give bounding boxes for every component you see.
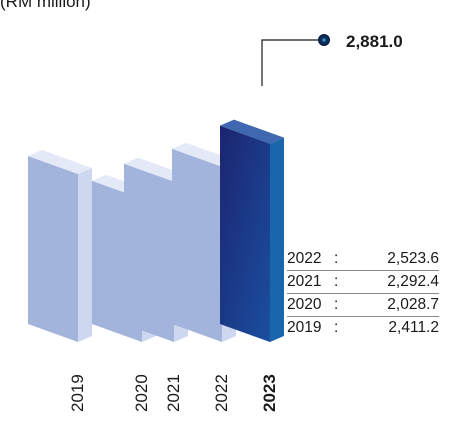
- bar-2019: [28, 150, 92, 342]
- value-table-row: 2022 : 2,523.6: [287, 248, 439, 271]
- value-table-separator: :: [334, 296, 339, 313]
- x-tick-label: 2020: [132, 374, 151, 412]
- bar-2023: [220, 119, 284, 343]
- value-table-value: 2,028.7: [387, 296, 439, 313]
- value-table-year: 2022: [287, 250, 322, 267]
- value-table: 2022 : 2,523.6 2021 : 2,292.4 2020 : 2,0…: [287, 248, 439, 339]
- callout-line: [261, 39, 322, 86]
- x-tick-label: 2019: [68, 374, 87, 412]
- x-tick-label: 2022: [212, 374, 231, 412]
- value-table-value: 2,523.6: [387, 250, 439, 267]
- bar-top: [28, 150, 92, 174]
- bar-side: [270, 137, 284, 342]
- value-table-separator: :: [334, 273, 339, 290]
- bar-side: [78, 168, 92, 342]
- value-table-year: 2020: [287, 296, 322, 313]
- bar-top: [220, 119, 284, 144]
- x-tick-label: 2021: [164, 374, 183, 412]
- unit-label: (RM million): [0, 0, 91, 11]
- value-table-row: 2020 : 2,028.7: [287, 294, 439, 317]
- value-table-year: 2019: [287, 319, 322, 336]
- bar-face: [172, 148, 222, 342]
- value-table-row: 2021 : 2,292.4: [287, 271, 439, 294]
- value-table-value: 2,292.4: [387, 273, 439, 290]
- bar-face: [220, 125, 270, 343]
- value-table-row: 2019 : 2,411.2: [287, 317, 439, 339]
- x-tick-label: 2023: [260, 374, 279, 412]
- bar-face: [124, 163, 174, 342]
- x-axis-labels: 2019 2020 2021 2022 2023: [68, 374, 279, 412]
- value-table-year: 2021: [287, 273, 322, 290]
- callout: 2,881.0: [261, 32, 403, 86]
- callout-dot-center: [322, 38, 326, 42]
- bar-face: [28, 156, 78, 342]
- bars-layer: [28, 119, 284, 343]
- value-table-value: 2,411.2: [388, 319, 439, 336]
- value-table-separator: :: [334, 319, 339, 336]
- value-table-separator: :: [334, 250, 339, 267]
- highlight-value-label: 2,881.0: [346, 32, 403, 51]
